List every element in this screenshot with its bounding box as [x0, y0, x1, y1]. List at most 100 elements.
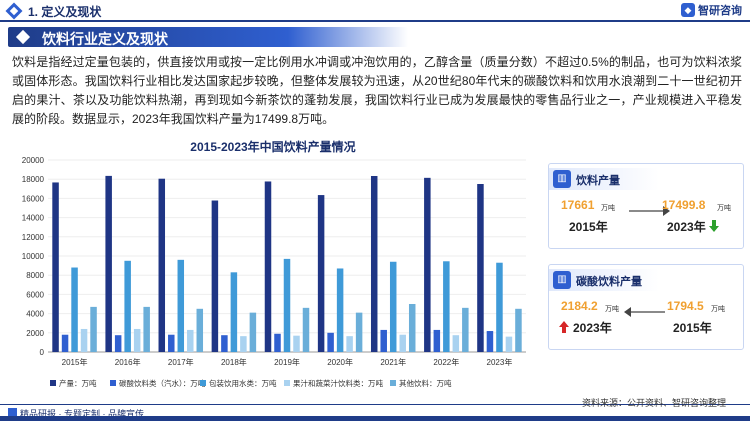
- y-tick-label: 14000: [22, 214, 45, 223]
- legend-swatch: [110, 380, 116, 386]
- x-tick-label: 2020年: [327, 357, 353, 367]
- card-right-unit: 万吨: [717, 205, 731, 212]
- y-tick-label: 6000: [26, 290, 44, 299]
- top-divider: [0, 20, 750, 22]
- right-arrow-icon: [629, 206, 670, 216]
- left-arrow-icon: [624, 307, 665, 317]
- card-title: 碳酸饮料产量: [576, 276, 642, 288]
- bar: [399, 334, 406, 352]
- intro-paragraph: 饮料是指经过定量包装的，供直接饮用或按一定比例用水冲调或冲泡饮用的，乙醇含量（质…: [12, 55, 742, 126]
- bar: [90, 306, 97, 352]
- card-left-unit: 万吨: [601, 205, 615, 212]
- card-right-value: 17499.8: [662, 198, 706, 212]
- bar: [114, 335, 122, 352]
- bar: [486, 331, 494, 352]
- y-tick-label: 0: [40, 348, 45, 357]
- brand-logo: ◆ 智研咨询: [681, 2, 742, 18]
- bar: [71, 267, 78, 352]
- y-tick-label: 4000: [26, 310, 44, 319]
- beverage-output-card: ▥ 饮料产量 17661 万吨 2015年 17499.8 万吨 2023年: [548, 163, 744, 249]
- x-tick-label: 2023年: [487, 357, 513, 367]
- footer-bar: [0, 416, 750, 421]
- bar: [274, 333, 281, 352]
- x-tick-label: 2018年: [221, 357, 247, 367]
- bar: [143, 306, 150, 352]
- logo-text: 智研咨询: [698, 5, 742, 17]
- y-tick-label: 12000: [22, 233, 45, 242]
- card-right-value: 1794.5: [667, 299, 704, 313]
- bar: [355, 312, 363, 352]
- legend-swatch: [284, 380, 290, 386]
- card-left-unit: 万吨: [605, 306, 619, 313]
- bar: [61, 334, 69, 352]
- bar: [302, 307, 310, 352]
- bar: [462, 307, 469, 352]
- y-tick-label: 20000: [22, 156, 45, 165]
- legend-swatch: [200, 380, 206, 386]
- y-tick-label: 8000: [26, 271, 44, 280]
- footer-icon: [8, 408, 17, 417]
- legend-label: 包装饮用水类：万吨: [209, 378, 277, 388]
- bar: [443, 261, 450, 352]
- top-bar: 1. 定义及现状 ◆ 智研咨询: [0, 0, 750, 22]
- legend-label: 碳酸饮料类（汽水）：万吨: [119, 378, 206, 388]
- down-arrow-icon: [709, 220, 719, 232]
- up-arrow-icon: [559, 321, 569, 333]
- legend-label: 其他饮料：万吨: [399, 378, 452, 388]
- card-left-value: 17661: [561, 198, 595, 212]
- y-tick-label: 18000: [22, 175, 45, 184]
- legend-swatch: [390, 380, 396, 386]
- x-tick-label: 2017年: [168, 357, 194, 367]
- section-title: 1. 定义及现状: [28, 5, 102, 19]
- bar: [230, 272, 238, 352]
- chart-title: 2015-2023年中国饮料产量情况: [190, 140, 356, 154]
- bar: [496, 262, 503, 352]
- section-diamond-icon: [5, 2, 23, 20]
- bar-chart-icon: ▥: [553, 170, 571, 188]
- bar: [211, 200, 219, 352]
- chart-svg: 0 2000 4000 6000 8000 10000 12000 14000 16000 180…: [22, 156, 526, 388]
- bar: [336, 268, 344, 352]
- title-diamond-icon: [15, 29, 31, 45]
- bar: [177, 259, 185, 352]
- bar: [133, 328, 141, 352]
- card-left-value: 2184.2: [561, 299, 598, 313]
- bar: [424, 177, 431, 352]
- x-tick-label: 2022年: [433, 357, 459, 367]
- x-tick-label: 2019年: [274, 357, 300, 367]
- legend-swatch: [50, 380, 56, 386]
- x-tick-label: 2015年: [62, 357, 88, 367]
- bar: [433, 329, 441, 352]
- card-right-year: 2015年: [673, 321, 712, 335]
- legend-label: 产量：万吨: [59, 378, 97, 388]
- card-header: ▥ 饮料产量: [549, 168, 659, 190]
- bar: [187, 329, 194, 352]
- card-right-unit: 万吨: [711, 306, 725, 313]
- card-header: ▥ 碳酸饮料产量: [549, 269, 659, 291]
- card-left-year: 2015年: [569, 220, 608, 234]
- bar-chart-icon: ▥: [553, 271, 571, 289]
- bar: [124, 260, 131, 352]
- card-left-year: 2023年: [573, 321, 612, 335]
- footer-divider: [0, 404, 750, 405]
- bar: [389, 261, 397, 352]
- production-chart: 2015-2023年中国饮料产量情况 0 2000 4000 6000 8000 1000…: [10, 138, 536, 404]
- data-source: 资料来源：公开资料、智研咨询整理: [581, 398, 726, 408]
- bar: [370, 175, 378, 352]
- bar: [317, 195, 325, 352]
- bar: [240, 336, 247, 352]
- y-tick-label: 10000: [22, 252, 45, 261]
- page-title: 饮料行业定义及现状: [42, 31, 168, 47]
- carbonated-output-card: ▥ 碳酸饮料产量 2184.2 万吨 2023年 1794.5 万吨 2015年: [548, 264, 744, 350]
- bar: [515, 308, 522, 352]
- x-tick-label: 2021年: [380, 357, 406, 367]
- bar: [452, 335, 460, 352]
- x-tick-label: 2016年: [115, 357, 141, 367]
- bar: [221, 335, 228, 352]
- bar: [327, 332, 334, 352]
- bar: [505, 336, 513, 352]
- bar: [283, 258, 291, 352]
- bar: [158, 178, 166, 352]
- bar: [168, 334, 175, 352]
- footer-tagline: 精品研报 · 专题定制 · 品牌宣传: [20, 409, 144, 419]
